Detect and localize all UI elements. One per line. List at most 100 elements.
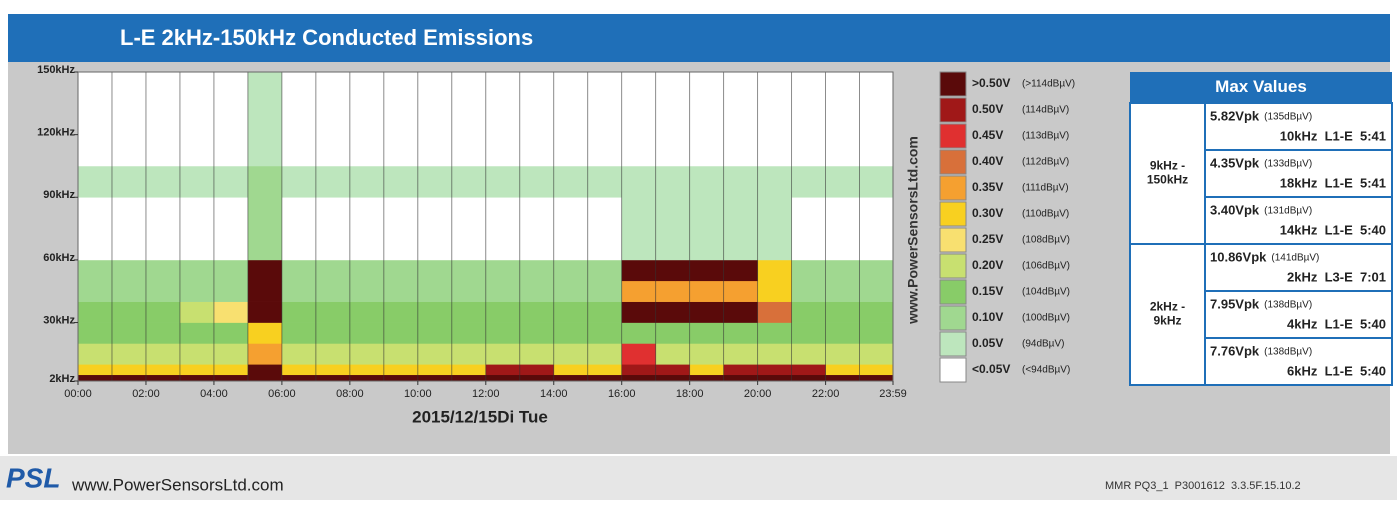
heat-cell: [350, 302, 384, 323]
heat-cell: [554, 197, 588, 260]
heat-cell: [622, 260, 656, 281]
heat-cell: [180, 72, 214, 166]
heat-cell: [112, 72, 146, 166]
legend-swatch: [940, 228, 966, 252]
heat-cell: [316, 364, 350, 375]
legend-label: 0.30V: [972, 206, 1003, 220]
x-tick-label: 18:00: [676, 388, 704, 400]
heat-cell: [520, 375, 554, 382]
heat-cell: [350, 343, 384, 364]
heat-cell: [316, 260, 350, 281]
heat-cell: [180, 302, 214, 323]
heat-cell: [486, 323, 520, 344]
heat-cell: [282, 364, 316, 375]
entry-db: (131dBµV): [1264, 206, 1312, 217]
heat-cell: [248, 260, 282, 281]
heat-cell: [78, 323, 112, 344]
legend-swatch: [940, 72, 966, 96]
legend-db: (<94dBµV): [1022, 365, 1070, 376]
heat-cell: [282, 197, 316, 260]
heat-cell: [554, 281, 588, 302]
footer-logo: PSL: [6, 462, 60, 493]
heat-cell: [282, 375, 316, 382]
entry-peak: 4.35Vpk: [1210, 155, 1260, 170]
heat-cell: [656, 364, 690, 375]
x-tick-label: 16:00: [608, 388, 636, 400]
heat-cell: [112, 364, 146, 375]
heat-cell: [112, 281, 146, 302]
legend-db: (108dBµV): [1022, 235, 1070, 246]
heat-cell: [146, 72, 180, 166]
heat-cell: [520, 281, 554, 302]
heat-cell: [520, 364, 554, 375]
heat-cell: [826, 343, 860, 364]
heat-cell: [214, 343, 248, 364]
heat-cell: [180, 281, 214, 302]
heat-cell: [792, 302, 826, 323]
heat-cell: [350, 364, 384, 375]
group-range: 2kHz -9kHz: [1150, 299, 1185, 327]
heat-cell: [792, 364, 826, 375]
heat-cell: [248, 343, 282, 364]
heat-cell: [112, 375, 146, 382]
heat-cell: [214, 364, 248, 375]
heat-cell: [758, 364, 792, 375]
heat-cell: [418, 260, 452, 281]
heat-cell: [724, 302, 758, 323]
heat-cell: [792, 260, 826, 281]
heat-cell: [860, 166, 894, 198]
heat-cell: [78, 72, 112, 166]
heat-cell: [724, 375, 758, 382]
legend-db: (>114dBµV): [1022, 79, 1075, 90]
heat-cell: [826, 72, 860, 166]
heat-cell: [350, 375, 384, 382]
heat-cell: [656, 197, 690, 260]
x-tick-label: 00:00: [64, 388, 92, 400]
heat-cell: [520, 166, 554, 198]
heat-cell: [826, 197, 860, 260]
heat-cell: [860, 72, 894, 166]
heat-cell: [588, 72, 622, 166]
heat-cell: [316, 343, 350, 364]
entry-detail: 14kHz L1-E 5:40: [1280, 222, 1386, 237]
heat-cell: [690, 72, 724, 166]
heat-cell: [758, 343, 792, 364]
legend-swatch: [940, 358, 966, 382]
heat-cell: [690, 197, 724, 260]
heat-cell: [384, 281, 418, 302]
watermark: www.PowerSensorsLtd.com: [905, 136, 921, 325]
heat-cell: [860, 281, 894, 302]
heat-cell: [486, 364, 520, 375]
heat-cell: [792, 197, 826, 260]
legend-label: 0.35V: [972, 180, 1003, 194]
entry-peak: 3.40Vpk: [1210, 202, 1260, 217]
heat-cell: [350, 72, 384, 166]
heat-cell: [622, 302, 656, 323]
heat-cell: [656, 260, 690, 281]
legend-db: (114dBµV): [1022, 105, 1069, 116]
heat-cell: [282, 323, 316, 344]
heat-cell: [656, 375, 690, 382]
entry-peak: 10.86Vpk: [1210, 249, 1267, 264]
heat-cell: [724, 364, 758, 375]
heat-cell: [214, 281, 248, 302]
heat-cell: [588, 343, 622, 364]
heat-cell: [554, 166, 588, 198]
heat-cell: [384, 364, 418, 375]
legend-db: (112dBµV): [1022, 157, 1069, 168]
heat-cell: [384, 260, 418, 281]
heat-cell: [758, 260, 792, 281]
heat-cell: [724, 260, 758, 281]
heat-cell: [520, 260, 554, 281]
heat-cell: [758, 72, 792, 166]
x-tick-label: 20:00: [744, 388, 772, 400]
legend-label: 0.25V: [972, 232, 1003, 246]
heat-cell: [146, 166, 180, 198]
heat-cell: [112, 302, 146, 323]
x-axis-label: 2015/12/15Di Tue: [412, 407, 548, 426]
heat-cell: [622, 197, 656, 260]
heat-cell: [690, 375, 724, 382]
heat-cell: [758, 166, 792, 198]
heat-cell: [146, 197, 180, 260]
heat-cell: [78, 302, 112, 323]
